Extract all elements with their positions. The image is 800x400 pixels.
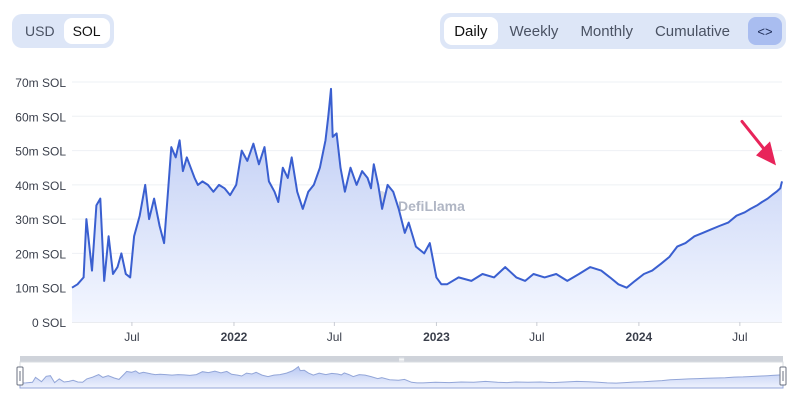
- series-line: [71, 87, 783, 289]
- period-weekly-button[interactable]: Weekly: [509, 22, 559, 40]
- brush-handle-left[interactable]: [16, 366, 24, 386]
- currency-toggle: USD SOL: [12, 14, 114, 48]
- y-tick-label: 0 SOL: [32, 316, 66, 330]
- x-tick-label: Jul: [732, 330, 747, 344]
- y-tick-label: 10m SOL: [15, 282, 66, 296]
- brush-grip-icon[interactable]: ≡: [398, 355, 405, 364]
- brush-mini-series: [19, 365, 784, 389]
- currency-sol-button[interactable]: SOL: [63, 18, 110, 44]
- currency-usd-button[interactable]: USD: [25, 23, 55, 39]
- x-tick-label: Jul: [529, 330, 544, 344]
- period-daily-button[interactable]: Daily: [444, 17, 498, 45]
- x-tick-label: 2023: [423, 330, 450, 344]
- y-tick-label: 40m SOL: [15, 179, 66, 193]
- period-cumulative-button[interactable]: Cumulative: [654, 22, 730, 40]
- y-tick-label: 50m SOL: [15, 145, 66, 159]
- x-tick-label: Jul: [327, 330, 342, 344]
- brush-bar[interactable]: [20, 356, 783, 362]
- x-tick-label: Jul: [124, 330, 139, 344]
- series-area: [72, 88, 782, 323]
- y-tick-label: 30m SOL: [15, 213, 66, 227]
- code-icon: <>: [757, 23, 773, 39]
- y-tick-label: 20m SOL: [15, 247, 66, 261]
- watermark-text: DefiLlama: [398, 198, 465, 214]
- period-toggle: Daily Weekly Monthly Cumulative <>: [440, 13, 786, 49]
- y-tick-label: 60m SOL: [15, 110, 66, 124]
- x-tick-label: 2022: [221, 330, 248, 344]
- embed-code-button[interactable]: <>: [748, 17, 782, 45]
- y-tick-label: 70m SOL: [15, 76, 66, 90]
- brush-handle-right[interactable]: [779, 366, 787, 386]
- x-tick-label: 2024: [626, 330, 653, 344]
- annotation-arrow-icon: [740, 119, 776, 166]
- period-monthly-button[interactable]: Monthly: [580, 22, 633, 40]
